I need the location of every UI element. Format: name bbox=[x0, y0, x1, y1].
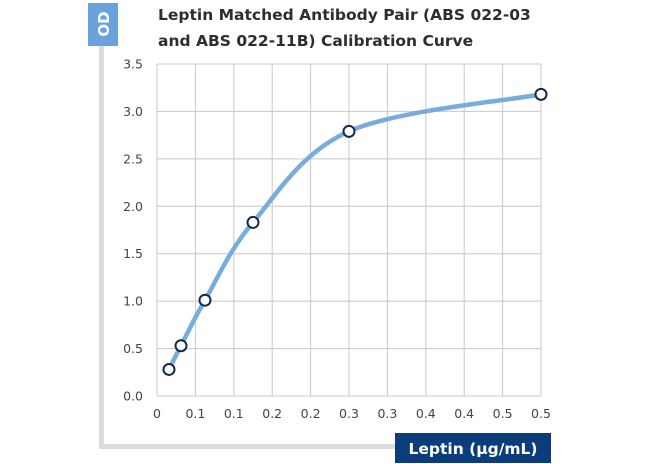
y-axis-label: OD bbox=[95, 11, 113, 36]
x-tick-labels: 0 0.1 0.1 0.2 0.2 0.3 0.3 0.4 0.4 0.5 0.5 bbox=[153, 406, 551, 421]
x-axis-label: Leptin (µg/mL) bbox=[409, 440, 538, 458]
data-point bbox=[174, 339, 188, 353]
x-tick-label: 0 bbox=[153, 406, 161, 421]
series-curve bbox=[166, 92, 544, 372]
frame-bottom-bar bbox=[99, 444, 399, 449]
data-points bbox=[162, 87, 548, 376]
data-point bbox=[162, 362, 176, 376]
x-tick-label: 0.4 bbox=[416, 406, 436, 421]
x-tick-label: 0.2 bbox=[301, 406, 321, 421]
x-tick-label: 0.5 bbox=[493, 406, 513, 421]
y-tick-label: 2.5 bbox=[123, 151, 143, 166]
data-point bbox=[534, 87, 548, 101]
y-tick-label: 0.5 bbox=[123, 341, 143, 356]
y-tick-label: 2.0 bbox=[123, 199, 143, 214]
y-tick-labels: 0.0 0.5 1.0 1.5 2.0 2.5 3.0 3.5 bbox=[123, 57, 143, 404]
chart-title-line-1: Leptin Matched Antibody Pair (ABS 022-03 bbox=[158, 6, 531, 24]
y-tick-label: 1.0 bbox=[123, 294, 143, 309]
x-tick-label: 0.3 bbox=[339, 406, 359, 421]
data-point bbox=[198, 293, 212, 307]
x-tick-label: 0.3 bbox=[377, 406, 397, 421]
y-tick-label: 3.0 bbox=[123, 104, 143, 119]
chart-frame bbox=[99, 44, 399, 449]
y-tick-label: 0.0 bbox=[123, 389, 143, 404]
x-tick-label: 0.5 bbox=[531, 406, 551, 421]
y-tick-label: 3.5 bbox=[123, 57, 143, 72]
chart-title-line-2: and ABS 022-11B) Calibration Curve bbox=[158, 32, 473, 50]
y-axis-label-box: OD bbox=[88, 3, 118, 46]
y-tick-label: 1.5 bbox=[123, 246, 143, 261]
x-tick-label: 0.1 bbox=[224, 406, 244, 421]
x-tick-label: 0.1 bbox=[185, 406, 205, 421]
x-tick-label: 0.4 bbox=[454, 406, 474, 421]
x-tick-label: 0.2 bbox=[262, 406, 282, 421]
data-point bbox=[246, 215, 260, 229]
frame-left-bar bbox=[99, 44, 104, 449]
x-axis-label-box: Leptin (µg/mL) bbox=[395, 433, 551, 463]
grid bbox=[156, 63, 542, 397]
data-point bbox=[342, 124, 356, 138]
